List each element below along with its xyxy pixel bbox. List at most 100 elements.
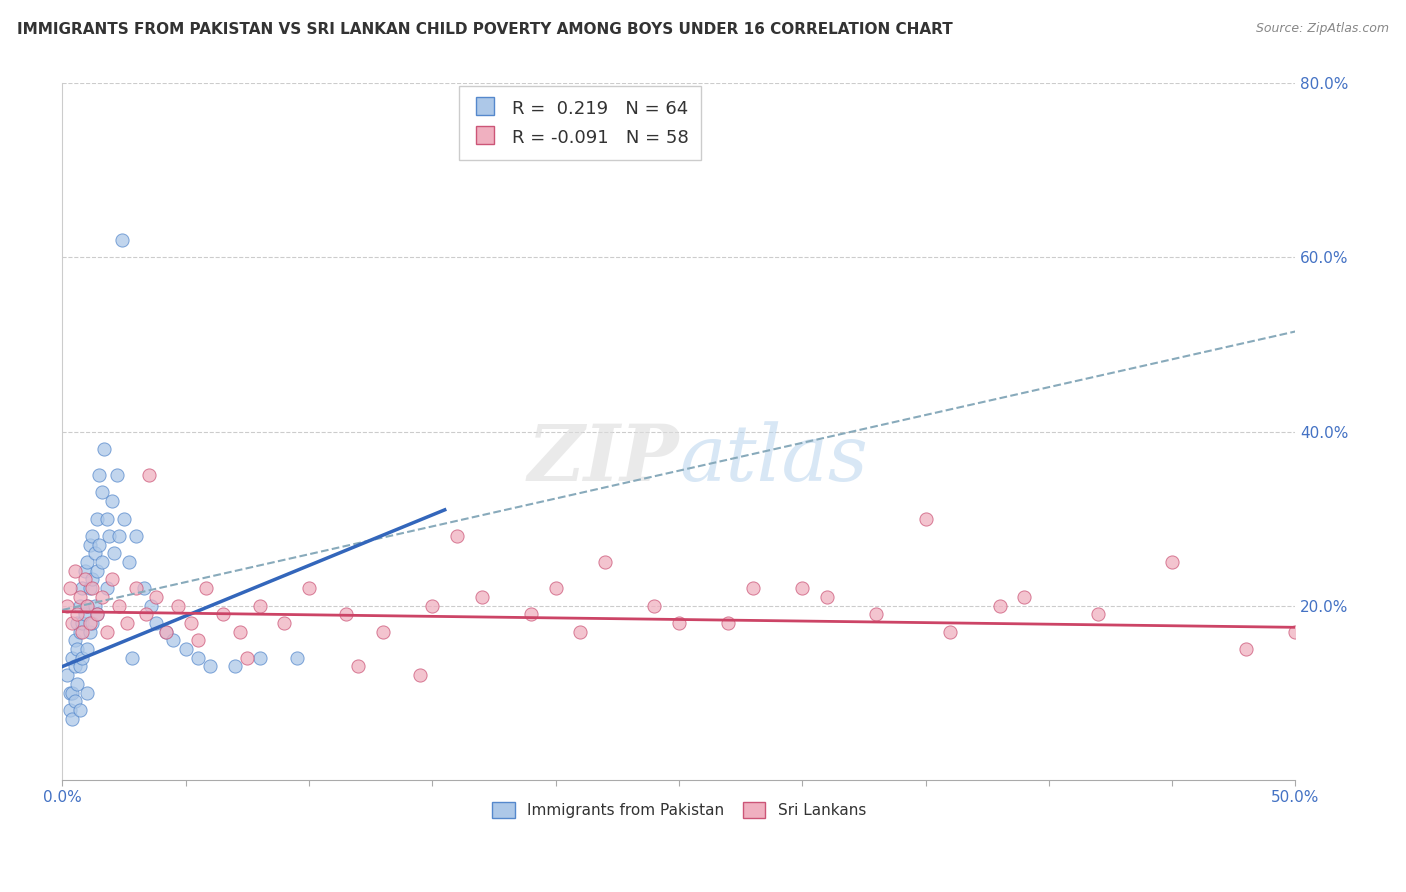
Point bbox=[1234, 642, 1257, 657]
Point bbox=[125, 581, 148, 595]
Legend: Immigrants from Pakistan, Sri Lankans: Immigrants from Pakistan, Sri Lankans bbox=[486, 796, 872, 824]
Point bbox=[79, 624, 101, 639]
Point bbox=[115, 615, 138, 630]
Point bbox=[717, 615, 740, 630]
Point bbox=[93, 442, 115, 456]
Point bbox=[60, 685, 83, 699]
Point bbox=[79, 581, 101, 595]
Point bbox=[80, 529, 103, 543]
Point bbox=[520, 607, 543, 622]
Point bbox=[1161, 555, 1184, 569]
Point bbox=[229, 624, 252, 639]
Point bbox=[236, 650, 259, 665]
Point bbox=[249, 650, 271, 665]
Point bbox=[86, 607, 108, 622]
Point bbox=[76, 599, 98, 613]
Point bbox=[73, 607, 96, 622]
Point bbox=[1284, 624, 1306, 639]
Point bbox=[79, 615, 101, 630]
Point bbox=[865, 607, 887, 622]
Point bbox=[200, 659, 222, 673]
Point bbox=[668, 615, 690, 630]
Point bbox=[569, 624, 592, 639]
Point bbox=[89, 468, 111, 483]
Point bbox=[187, 650, 209, 665]
Point bbox=[86, 607, 108, 622]
Point bbox=[643, 599, 665, 613]
Point bbox=[60, 650, 83, 665]
Point bbox=[180, 615, 202, 630]
Point bbox=[66, 642, 89, 657]
Point bbox=[101, 573, 124, 587]
Point bbox=[145, 590, 167, 604]
Point bbox=[63, 694, 86, 708]
Point bbox=[96, 511, 118, 525]
Point bbox=[155, 624, 177, 639]
Point bbox=[285, 650, 308, 665]
Point bbox=[80, 581, 103, 595]
Point bbox=[167, 599, 190, 613]
Point bbox=[273, 615, 295, 630]
Point bbox=[56, 599, 79, 613]
Point bbox=[89, 538, 111, 552]
Point bbox=[335, 607, 357, 622]
Point bbox=[187, 633, 209, 648]
Point bbox=[80, 615, 103, 630]
Text: IMMIGRANTS FROM PAKISTAN VS SRI LANKAN CHILD POVERTY AMONG BOYS UNDER 16 CORRELA: IMMIGRANTS FROM PAKISTAN VS SRI LANKAN C… bbox=[17, 22, 953, 37]
Point bbox=[86, 511, 108, 525]
Point bbox=[211, 607, 233, 622]
Point bbox=[56, 668, 79, 682]
Point bbox=[939, 624, 962, 639]
Point bbox=[1087, 607, 1109, 622]
Point bbox=[60, 712, 83, 726]
Point bbox=[83, 599, 105, 613]
Point bbox=[69, 624, 91, 639]
Point bbox=[347, 659, 370, 673]
Point bbox=[1012, 590, 1035, 604]
Point bbox=[59, 581, 82, 595]
Point bbox=[70, 650, 93, 665]
Point bbox=[121, 650, 143, 665]
Point bbox=[111, 233, 134, 247]
Point bbox=[792, 581, 814, 595]
Point bbox=[69, 599, 91, 613]
Point bbox=[98, 529, 121, 543]
Point bbox=[141, 599, 163, 613]
Point bbox=[593, 555, 616, 569]
Point bbox=[76, 642, 98, 657]
Point bbox=[91, 590, 114, 604]
Point bbox=[76, 599, 98, 613]
Point bbox=[471, 590, 494, 604]
Point bbox=[162, 633, 184, 648]
Point bbox=[108, 599, 131, 613]
Point bbox=[544, 581, 567, 595]
Point bbox=[70, 615, 93, 630]
Point bbox=[125, 529, 148, 543]
Point bbox=[224, 659, 246, 673]
Point bbox=[135, 607, 157, 622]
Point bbox=[66, 607, 89, 622]
Point bbox=[742, 581, 765, 595]
Point bbox=[70, 624, 93, 639]
Point bbox=[988, 599, 1011, 613]
Point bbox=[73, 564, 96, 578]
Point bbox=[145, 615, 167, 630]
Point bbox=[69, 703, 91, 717]
Point bbox=[298, 581, 321, 595]
Point bbox=[96, 624, 118, 639]
Point bbox=[108, 529, 131, 543]
Point bbox=[96, 581, 118, 595]
Point bbox=[446, 529, 468, 543]
Point bbox=[138, 468, 160, 483]
Point bbox=[249, 599, 271, 613]
Point bbox=[112, 511, 135, 525]
Point bbox=[73, 573, 96, 587]
Point bbox=[91, 555, 114, 569]
Point bbox=[60, 615, 83, 630]
Point bbox=[371, 624, 394, 639]
Point bbox=[194, 581, 217, 595]
Point bbox=[80, 573, 103, 587]
Point bbox=[76, 555, 98, 569]
Point bbox=[83, 546, 105, 560]
Point bbox=[118, 555, 141, 569]
